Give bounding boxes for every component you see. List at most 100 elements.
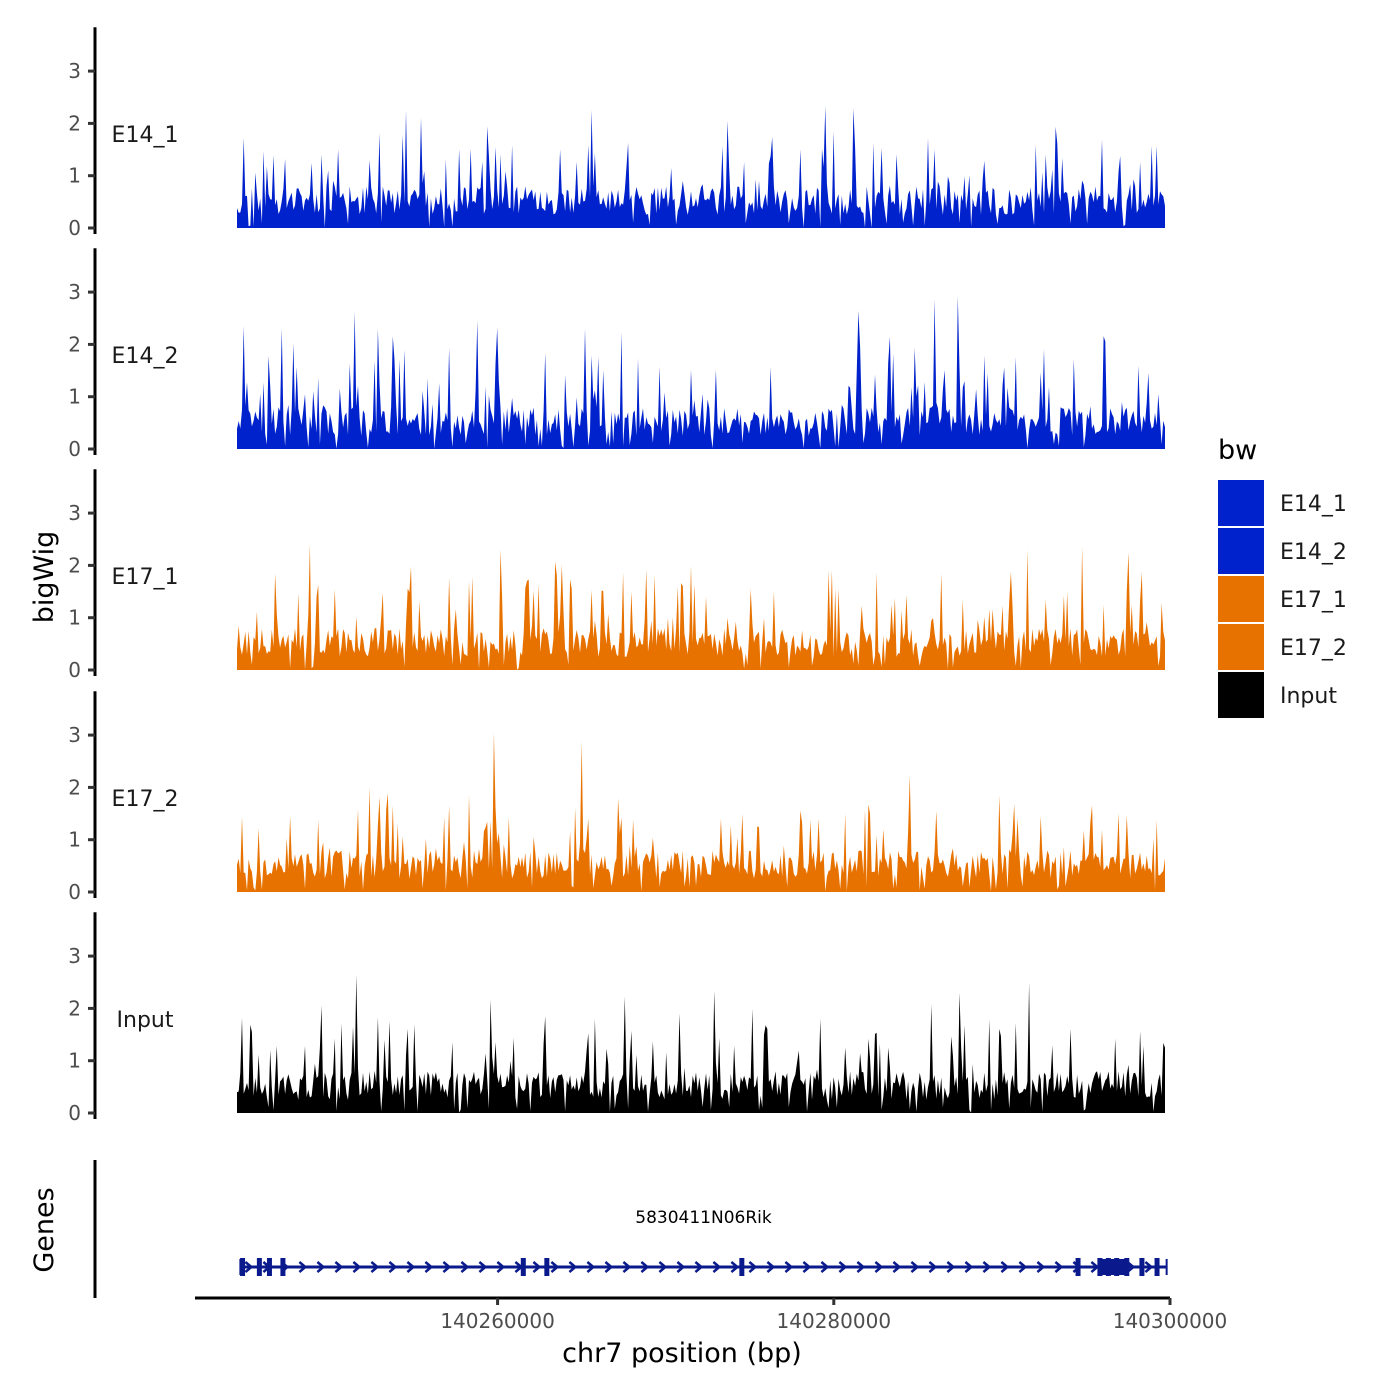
- gene-exon: [240, 1258, 246, 1276]
- x-tick-label: 140280000: [777, 1309, 892, 1333]
- strand-arrow: [460, 1261, 470, 1273]
- legend-key-E14_1: [1218, 480, 1264, 526]
- y-tick-label: 2: [68, 553, 81, 577]
- strand-arrow: [856, 1261, 866, 1273]
- legend-label-E14_1: E14_1: [1280, 492, 1347, 517]
- y-tick-label: 1: [68, 164, 81, 188]
- x-tick-label: 140300000: [1113, 1309, 1228, 1333]
- y-tick-label: 1: [68, 385, 81, 409]
- coverage-tracks: 0 1 2 3 E14_1 0 1 2 3 E14_2 0 1 2 3 E17_1 0 1 2 3 E17_2 0 1 2 3…: [68, 27, 1165, 1125]
- coverage-area-Input: [237, 974, 1165, 1113]
- track-E14_2: 0 1 2 3 E14_2: [68, 248, 1165, 461]
- strand-arrow: [928, 1261, 938, 1273]
- y-axis-title: bigWig: [29, 531, 60, 624]
- y-tick-label: 1: [68, 828, 81, 852]
- y-tick-label: 3: [68, 59, 81, 83]
- y-tick-label: 3: [68, 501, 81, 525]
- x-axis-title: chr7 position (bp): [562, 1338, 802, 1369]
- strand-arrow: [424, 1261, 434, 1273]
- track-Input: 0 1 2 3 Input: [68, 912, 1165, 1125]
- y-tick-label: 1: [68, 606, 81, 630]
- strand-arrow: [1126, 1261, 1136, 1273]
- gene-exon: [280, 1258, 286, 1276]
- strand-arrow: [604, 1261, 614, 1273]
- coverage-area-E14_1: [237, 106, 1165, 228]
- gene-track: 5830411N06Rik: [93, 1160, 1168, 1298]
- strand-arrow: [766, 1261, 776, 1273]
- gene-exon: [1154, 1258, 1160, 1276]
- y-tick-label: 0: [68, 437, 81, 461]
- strand-arrow: [586, 1261, 596, 1273]
- legend-key-E17_2: [1218, 624, 1264, 670]
- strand-arrow: [838, 1261, 848, 1273]
- gene-exon: [266, 1258, 272, 1276]
- legend-label-Input: Input: [1280, 684, 1337, 709]
- y-tick-label: 3: [68, 723, 81, 747]
- strand-arrow: [1018, 1261, 1028, 1273]
- y-tick-label: 0: [68, 658, 81, 682]
- strand-arrow: [622, 1261, 632, 1273]
- y-tick-label: 3: [68, 944, 81, 968]
- gene-exon: [256, 1258, 262, 1276]
- strand-arrow: [946, 1261, 956, 1273]
- track-label: E14_2: [112, 344, 179, 369]
- strand-arrow: [694, 1261, 704, 1273]
- coverage-area-E14_2: [237, 296, 1165, 449]
- strand-arrow: [640, 1261, 650, 1273]
- legend-key-Input: [1218, 672, 1264, 718]
- strand-arrow: [568, 1261, 578, 1273]
- strand-arrow: [712, 1261, 722, 1273]
- strand-arrow: [550, 1261, 560, 1273]
- legend-key-E17_1: [1218, 576, 1264, 622]
- x-axis: 140260000 140280000 140300000: [195, 1296, 1228, 1333]
- track-label: E17_2: [112, 787, 179, 812]
- strand-arrow: [892, 1261, 902, 1273]
- legend-label-E17_2: E17_2: [1280, 636, 1347, 661]
- strand-arrow: [910, 1261, 920, 1273]
- strand-arrow: [676, 1261, 686, 1273]
- track-E17_2: 0 1 2 3 E17_2: [68, 691, 1165, 904]
- gene-exon: [544, 1258, 550, 1276]
- strand-arrow: [982, 1261, 992, 1273]
- strand-arrow: [874, 1261, 884, 1273]
- strand-arrow: [316, 1261, 326, 1273]
- strand-arrow: [658, 1261, 668, 1273]
- strand-arrow: [1054, 1261, 1064, 1273]
- genes-axis-title: Genes: [29, 1187, 60, 1272]
- strand-arrow: [1000, 1261, 1010, 1273]
- gene-exon: [1075, 1258, 1081, 1276]
- y-tick-label: 0: [68, 1101, 81, 1125]
- gene-exon: [1139, 1258, 1145, 1276]
- gene-exon: [520, 1258, 526, 1276]
- y-tick-label: 2: [68, 775, 81, 799]
- strand-arrow: [388, 1261, 398, 1273]
- y-tick-label: 2: [68, 996, 81, 1020]
- strand-arrow: [1036, 1261, 1046, 1273]
- strand-arrow: [352, 1261, 362, 1273]
- strand-arrow: [244, 1261, 254, 1273]
- strand-arrow: [802, 1261, 812, 1273]
- coverage-area-E17_2: [237, 732, 1165, 892]
- legend-title: bw: [1218, 435, 1257, 466]
- legend-label-E14_2: E14_2: [1280, 540, 1347, 565]
- track-label: Input: [117, 1008, 174, 1033]
- strand-arrow: [442, 1261, 452, 1273]
- strand-arrow: [784, 1261, 794, 1273]
- coverage-area-E17_1: [237, 543, 1165, 670]
- strand-arrow: [748, 1261, 758, 1273]
- strand-arrow: [370, 1261, 380, 1273]
- legend-label-E17_1: E17_1: [1280, 588, 1347, 613]
- strand-arrow: [730, 1261, 740, 1273]
- strand-arrow: [496, 1261, 506, 1273]
- strand-arrow: [298, 1261, 308, 1273]
- gene-name-label: 5830411N06Rik: [635, 1208, 772, 1228]
- strand-arrow: [478, 1261, 488, 1273]
- gene-exon-cluster: [1097, 1259, 1128, 1275]
- y-tick-label: 0: [68, 216, 81, 240]
- track-E14_1: 0 1 2 3 E14_1: [68, 27, 1165, 240]
- track-label: E14_1: [112, 123, 179, 148]
- strand-arrow: [406, 1261, 416, 1273]
- y-tick-label: 1: [68, 1049, 81, 1073]
- track-E17_1: 0 1 2 3 E17_1: [68, 469, 1165, 682]
